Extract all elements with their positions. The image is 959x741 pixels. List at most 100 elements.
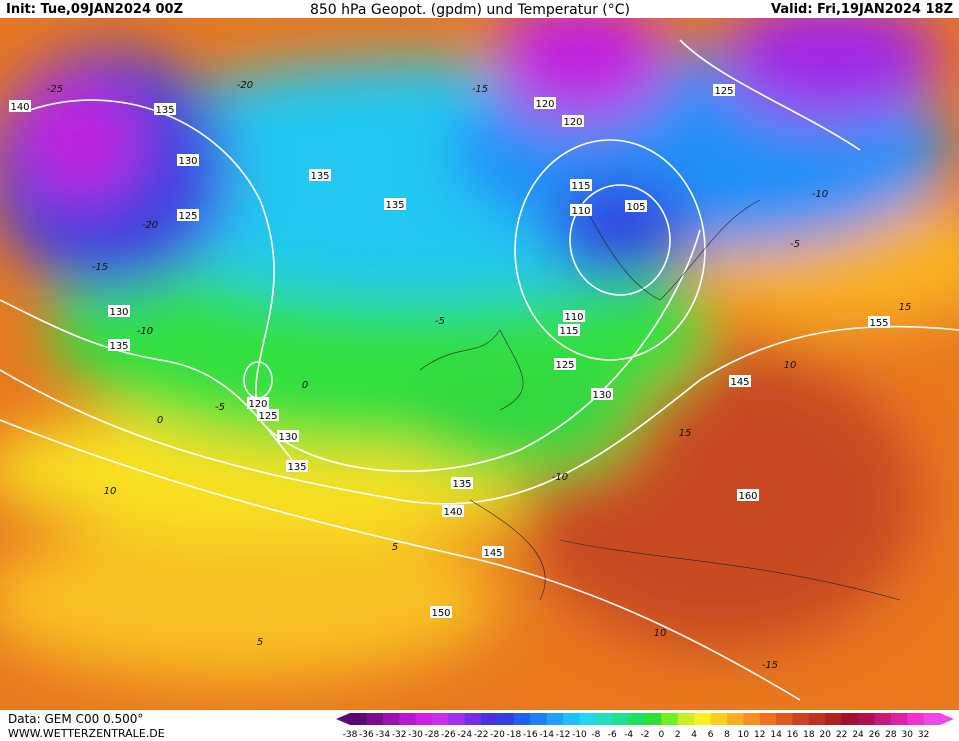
contour-label: 135 (385, 200, 404, 211)
colorbar-swatch (464, 713, 482, 725)
colorbar-label: 24 (852, 730, 864, 740)
colorbar-swatch (874, 713, 892, 725)
colorbar-label: -18 (507, 730, 522, 740)
colorbar-swatch (563, 713, 580, 725)
colorbar-label: -2 (641, 730, 650, 740)
colorbar-swatch (726, 713, 744, 725)
contour-label-box (591, 388, 613, 400)
colorbar-label: -36 (359, 730, 374, 740)
colorbar-swatch (546, 713, 564, 725)
colorbar-label: 8 (724, 730, 730, 740)
colorbar-label: 4 (691, 730, 697, 740)
colorbar-label: -38 (343, 730, 358, 740)
temperature-label: 5 (392, 542, 398, 553)
colorbar-swatch (399, 713, 417, 725)
init-label: Init: Tue,09JAN2024 00Z (6, 2, 183, 17)
colorbar-label: 14 (770, 730, 782, 740)
contour-label: 145 (730, 377, 749, 388)
colorbar-label: -20 (490, 730, 505, 740)
colorbar-swatch (530, 713, 548, 725)
map-field (0, 18, 959, 710)
colorbar-swatch (366, 713, 384, 725)
contour-label-box (570, 204, 592, 216)
colorbar-swatch (350, 713, 367, 725)
colorbar-swatch (923, 713, 941, 725)
contour-label: 125 (555, 360, 574, 371)
contour-label-box (154, 103, 176, 115)
temperature-label: -15 (472, 84, 488, 95)
colorbar-swatch (694, 713, 712, 725)
contour-label: 125 (178, 211, 197, 222)
colorbar-label: -8 (591, 730, 600, 740)
contour-label-box (384, 198, 406, 210)
colorbar-label: 32 (918, 730, 929, 740)
temperature-label: -10 (137, 326, 153, 337)
contour-label-box (9, 100, 31, 112)
colorbar-label: 0 (659, 730, 665, 740)
temperature-label: -15 (762, 660, 778, 671)
contour-label: 155 (869, 318, 888, 329)
contour-label-box (570, 179, 592, 191)
colorbar-swatch (890, 713, 908, 725)
colorbar-label: -24 (457, 730, 472, 740)
colorbar-swatch (743, 713, 761, 725)
contour-label-box (482, 546, 504, 558)
colorbar-swatch (825, 713, 843, 725)
colorbar-swatch (858, 713, 875, 725)
contour-label: 110 (564, 312, 583, 323)
contour-label: 125 (714, 86, 733, 97)
contour-label: 145 (483, 548, 502, 559)
colorbar-label: 2 (675, 730, 681, 740)
colorbar: -38 -36 -34 -32 -30 -28 -26 -24 -22 -20 -18 -16 -14-… (336, 713, 954, 740)
contour-label: 150 (431, 608, 450, 619)
temperature-label: -5 (215, 402, 225, 413)
contour-label-box (868, 316, 890, 328)
colorbar-label: -12 (556, 730, 571, 740)
contour-label: 105 (626, 202, 645, 213)
colorbar-swatch (808, 713, 826, 725)
colorbar-label: 22 (836, 730, 847, 740)
colorbar-label: 18 (803, 730, 815, 740)
contour-label: 135 (452, 479, 471, 490)
colorbar-swatch (776, 713, 793, 725)
colorbar-label: -6 (608, 730, 617, 740)
colorbar-label: 10 (738, 730, 750, 740)
colorbar-swatch (595, 713, 613, 725)
colorbar-label: -22 (474, 730, 489, 740)
colorbar-swatch (497, 713, 515, 725)
data-source: Data: GEM C00 0.500° (8, 712, 143, 726)
temperature-label: 10 (654, 628, 667, 639)
colorbar-swatch (612, 713, 630, 725)
temperature-label: -10 (812, 189, 828, 200)
contour-label-box (286, 460, 308, 472)
temperature-label: 5 (257, 637, 263, 648)
contour-label-box (177, 209, 199, 221)
colorbar-swatch (579, 713, 597, 725)
contour-label-box (625, 200, 647, 212)
colorbar-swatch (415, 713, 433, 725)
colorbar-swatch (710, 713, 728, 725)
temperature-label: -5 (435, 316, 445, 327)
colorbar-label: -16 (523, 730, 538, 740)
contour-label-box (277, 430, 299, 442)
colorbar-label: 30 (901, 730, 913, 740)
colorbar-label: -26 (441, 730, 456, 740)
colorbar-label: 16 (787, 730, 799, 740)
contour-label-box (563, 310, 585, 322)
contour-label-box (713, 84, 735, 96)
temperature-label: -5 (790, 239, 800, 250)
contour-label: 130 (109, 307, 128, 318)
contour-label: 130 (592, 390, 611, 401)
contour-label-box (451, 477, 473, 489)
colorbar-swatch (382, 713, 400, 725)
colorbar-label: 28 (885, 730, 897, 740)
temperature-label: -10 (552, 472, 568, 483)
colorbar-swatch (513, 713, 531, 725)
temperature-label: -20 (142, 220, 158, 231)
contour-label: 110 (571, 206, 590, 217)
colorbar-swatch (661, 713, 679, 725)
colorbar-label: 12 (754, 730, 765, 740)
